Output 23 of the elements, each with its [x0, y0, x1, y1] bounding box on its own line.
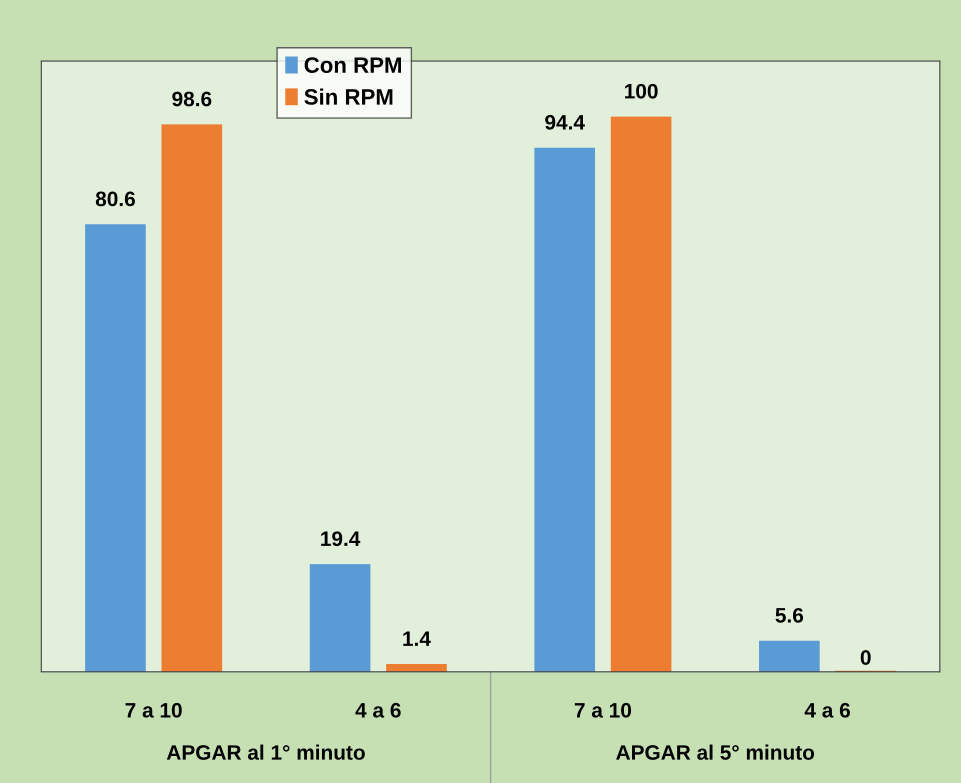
data-label: 1.4 — [403, 631, 431, 646]
data-label: 100 — [625, 84, 658, 99]
bar — [310, 564, 370, 672]
bar — [534, 148, 596, 672]
x-tick-label: 4 a 6 — [355, 702, 401, 718]
text: APGAR al 5° minuto — [616, 744, 814, 760]
legend-label: Con RPM — [304, 57, 401, 73]
bar — [162, 124, 222, 672]
legend-label: Sin RPM — [304, 88, 392, 105]
bar — [85, 224, 146, 672]
x-tick-label: 4 a 6 — [804, 702, 850, 718]
data-label: 19.4 — [321, 531, 360, 546]
text: APGAR al 1° minuto — [166, 744, 365, 760]
x-tick-label: 7 a 10 — [574, 702, 632, 718]
data-label: 5.6 — [776, 608, 804, 623]
bar — [610, 116, 672, 672]
bar — [759, 640, 820, 672]
data-label: 98.6 — [172, 92, 212, 106]
data-label: 94.4 — [545, 114, 585, 130]
data-label: 0 — [860, 650, 871, 665]
x-tick-label: 7 a 10 — [126, 702, 182, 718]
bar — [386, 664, 447, 672]
data-label: 80.6 — [96, 192, 135, 206]
